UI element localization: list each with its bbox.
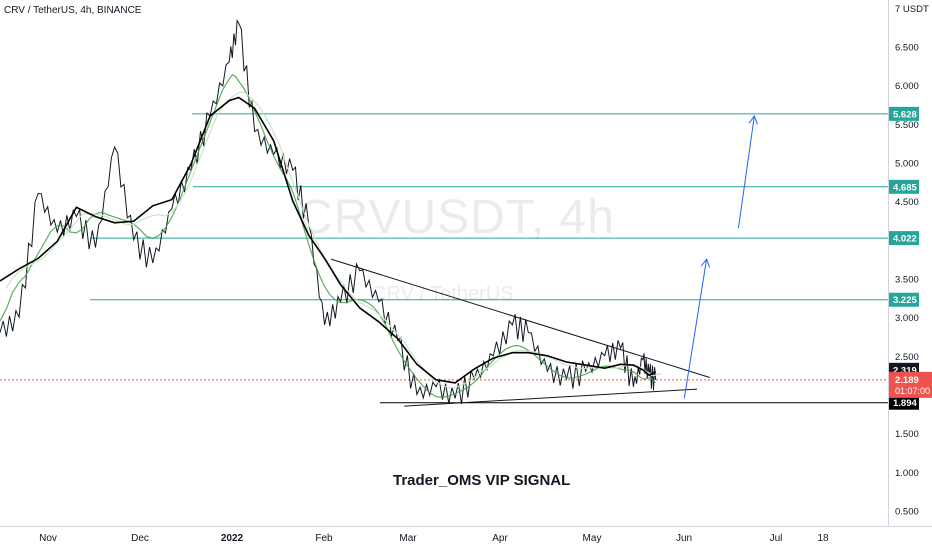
level-tag-1-894-bg [889,395,919,410]
x-tick-label: Apr [492,533,508,544]
trendlines[interactable] [330,258,710,407]
y-tick-label: 7 USDT [895,4,929,15]
pair-watermark: CRV / TetherUS [372,283,514,305]
x-tick-label: Jun [676,533,692,544]
y-tick-label: 2.500 [895,352,919,363]
y-tick-label: 3.000 [895,313,919,324]
arrow-to-5-6-shaft[interactable] [737,115,755,229]
moving-average-line [0,96,657,384]
current-price-tag-bg [889,371,932,398]
x-tick-label: 18 [817,533,829,544]
price-axis-labels: 7 USDT 6.500 6.000 5.500 5.000 4.500 3.500 3.00… [895,4,929,518]
time-axis-labels: Nov Dec 2022 Feb Mar Apr May Jun Jul 18 [39,533,829,544]
descending-resistance-line[interactable] [330,258,710,378]
arrow-to-3-8-head [700,258,711,268]
y-tick-label: 1.500 [895,429,919,440]
light-indicator-line [5,91,662,389]
y-tick-label: 4.500 [895,197,919,208]
x-tick-label: Nov [39,533,57,544]
x-tick-label: Jul [770,533,783,544]
y-tick-label: 5.000 [895,158,919,169]
green-indicator-line [0,74,657,399]
y-tick-label: 3.500 [895,274,919,285]
y-tick-label: 6.000 [895,81,919,92]
level-tag-4-022-text: 4.022 [893,234,917,245]
price-axis-tags: 5.628 4.685 4.022 3.225 1.894 2.3192.18901:07… [889,106,932,410]
projection-arrows[interactable] [683,114,758,399]
x-tick-label: Feb [315,533,333,544]
x-tick-label: Mar [399,533,417,544]
countdown-tag-text: 01:07:00 [895,386,930,396]
arrow-to-5-6-head [748,114,758,125]
level-tag-5-628-text: 5.628 [893,109,917,120]
x-tick-label: May [583,533,602,544]
arrow-to-3-8-shaft[interactable] [683,259,708,399]
symbol-header: CRV / TetherUS, 4h, BINANCE [4,5,142,16]
current-price-tag-text: 2.189 [895,375,919,386]
level-tag-3-225-bg [889,292,919,307]
y-tick-label: 6.500 [895,42,919,53]
x-tick-label: 2022 [221,533,244,544]
last-price-tag-text: 2.319 [893,365,917,376]
x-tick-label: Dec [131,533,149,544]
y-tick-label: 5.500 [895,120,919,131]
y-tick-label: 1.000 [895,468,919,479]
ascending-support-line[interactable] [404,388,698,407]
level-tag-3-225-text: 3.225 [893,295,917,306]
signal-caption: Trader_OMS VIP SIGNAL [393,472,571,489]
level-tag-4-685-bg [889,179,919,194]
y-tick-label: 0.500 [895,507,919,518]
level-tag-4-685-text: 4.685 [893,182,917,193]
price-series [0,19,662,404]
level-tag-5-628-bg [889,106,919,121]
price-line [0,19,657,404]
level-tag-4-022-bg [889,231,919,246]
level-tag-1-894-text: 1.894 [893,398,917,409]
ticker-watermark: CRVUSDT, 4h [298,191,615,244]
